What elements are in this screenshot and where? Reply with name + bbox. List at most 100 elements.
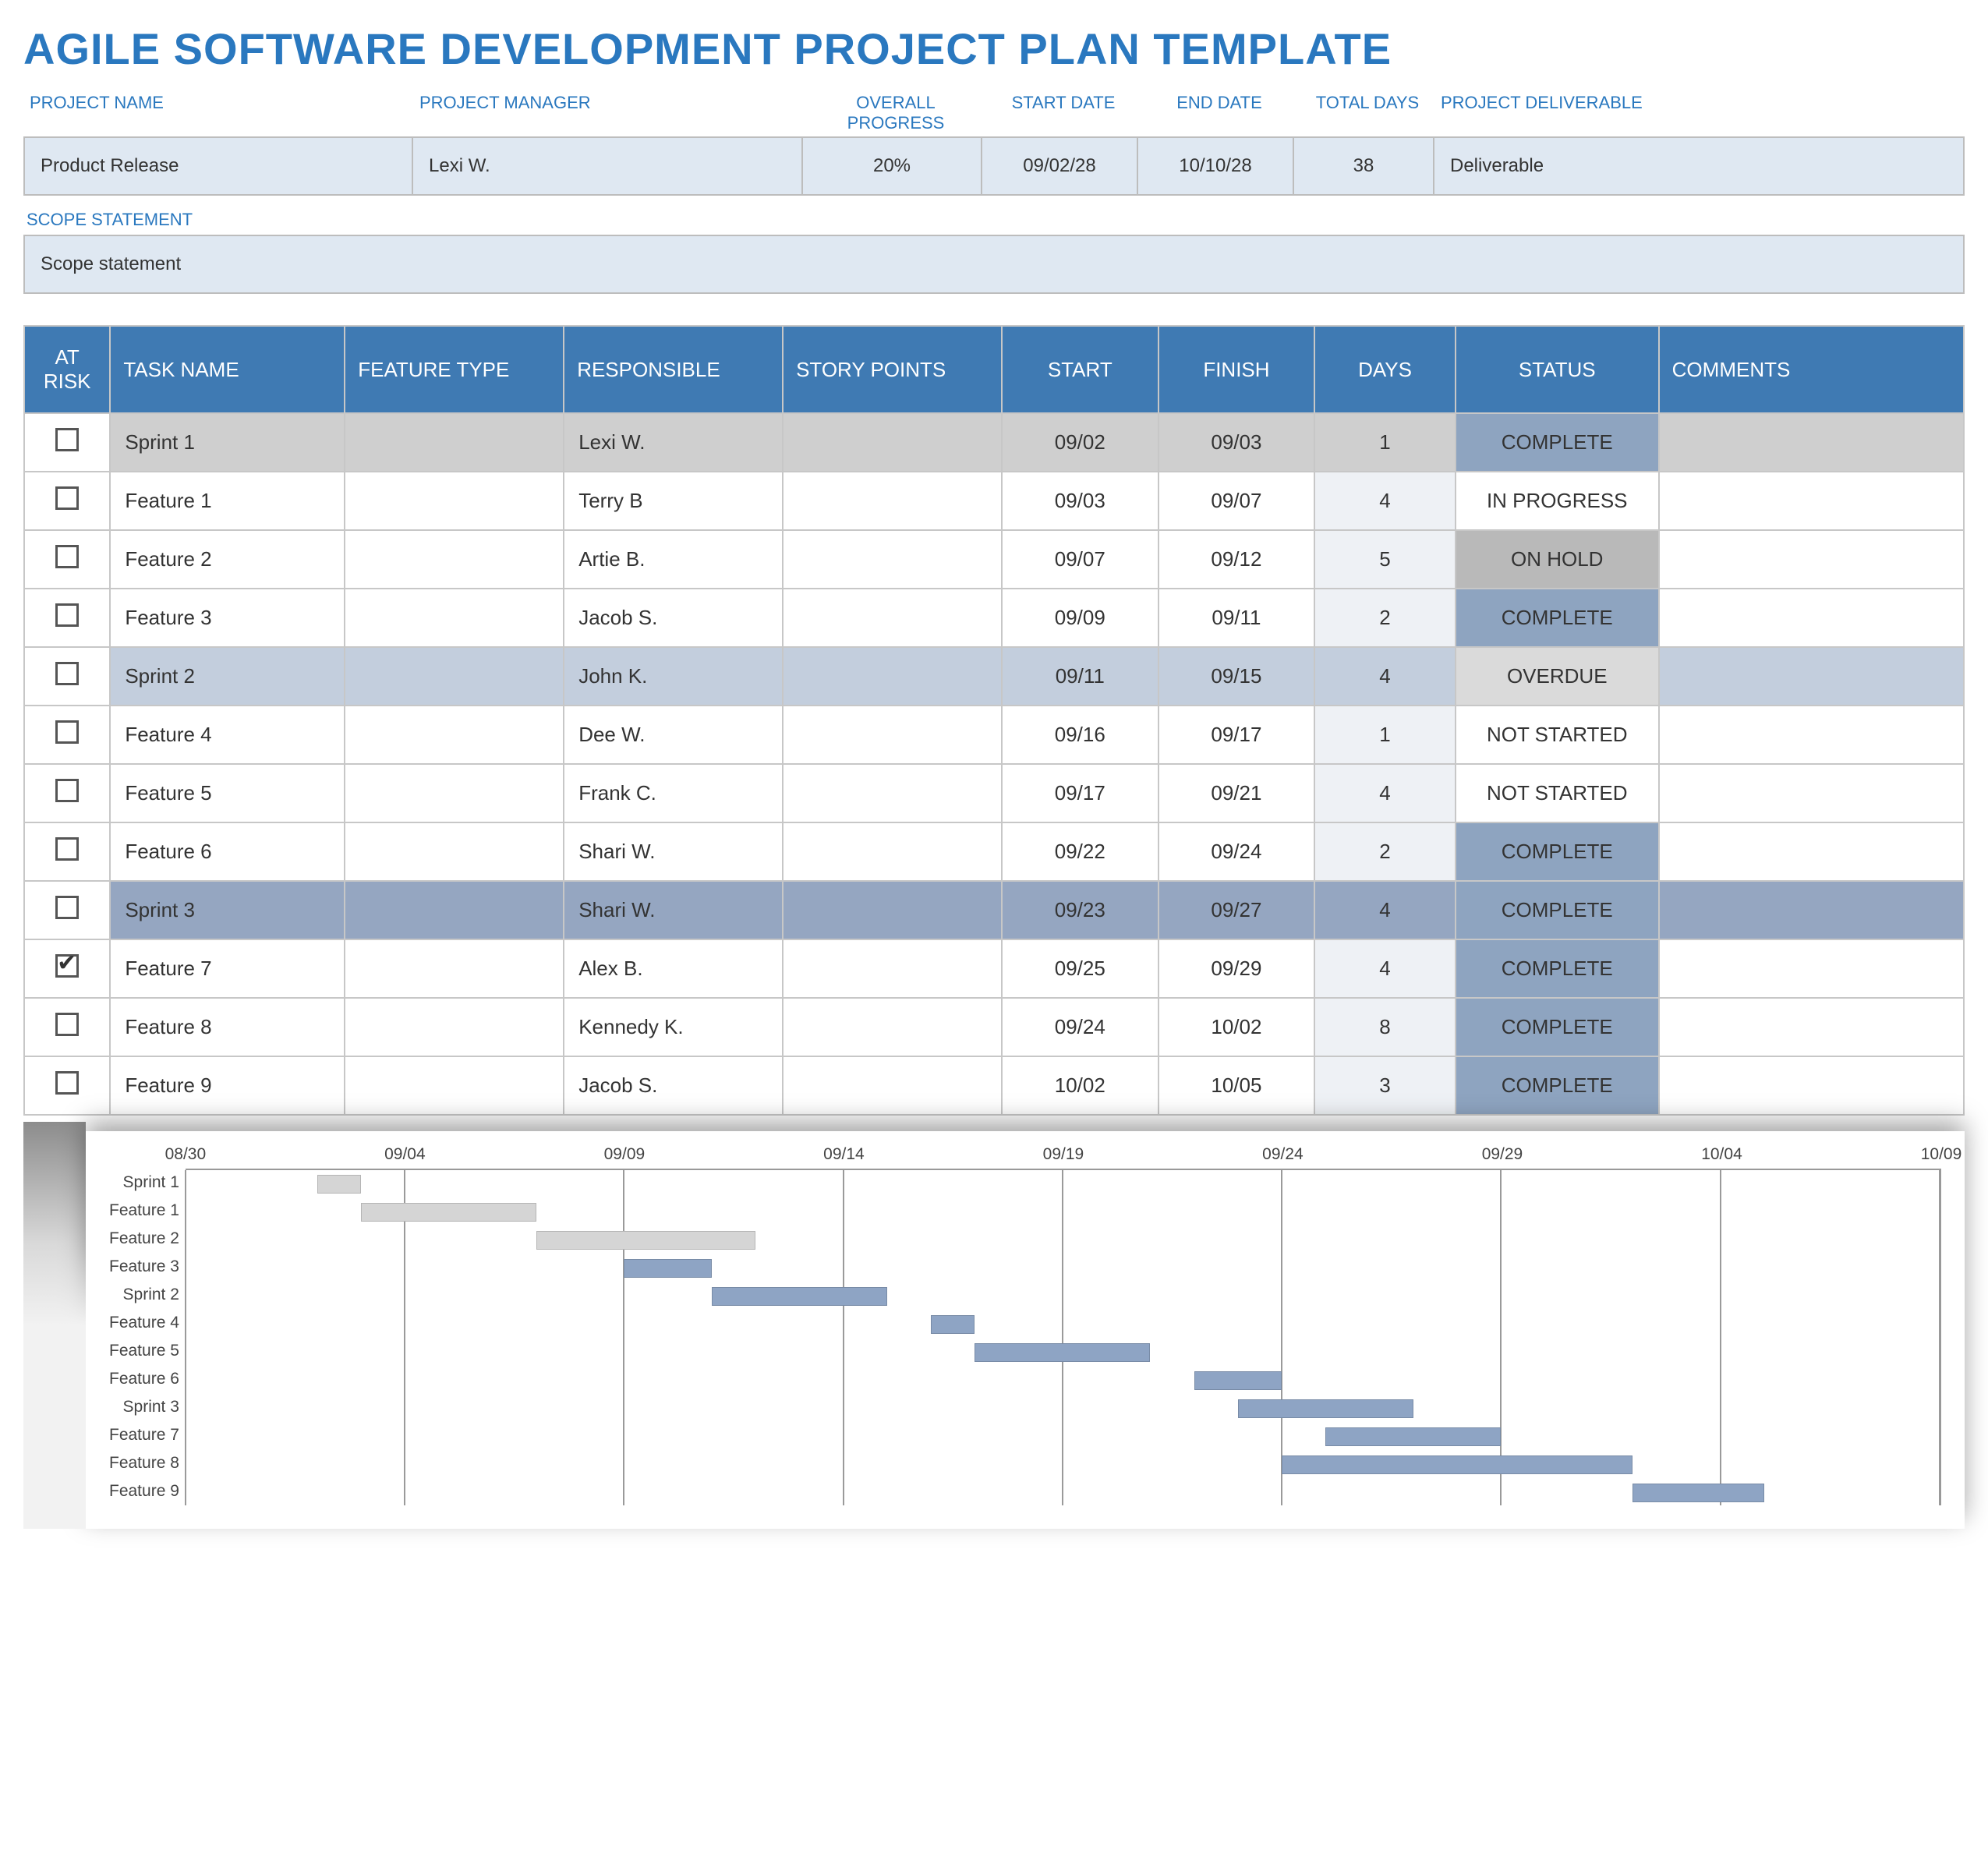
at-risk-checkbox[interactable] [55,603,79,627]
cell-comments[interactable] [1659,589,1964,647]
cell-start[interactable]: 09/24 [1002,998,1158,1056]
at-risk-checkbox[interactable] [55,662,79,685]
cell-task_name[interactable]: Feature 5 [110,764,345,822]
gantt-bar[interactable] [624,1259,712,1278]
value-scope-statement[interactable]: Scope statement [23,235,1965,294]
cell-at_risk[interactable] [24,881,110,939]
cell-comments[interactable] [1659,413,1964,472]
cell-comments[interactable] [1659,706,1964,764]
cell-start[interactable]: 09/23 [1002,881,1158,939]
cell-comments[interactable] [1659,1056,1964,1115]
cell-at_risk[interactable] [24,822,110,881]
task-row[interactable]: Feature 2Artie B.09/0709/125ON HOLD [24,530,1964,589]
cell-comments[interactable] [1659,998,1964,1056]
cell-comments[interactable] [1659,764,1964,822]
cell-feature_type[interactable] [345,413,564,472]
cell-comments[interactable] [1659,939,1964,998]
cell-status[interactable]: COMPLETE [1456,939,1659,998]
cell-comments[interactable] [1659,472,1964,530]
cell-status[interactable]: COMPLETE [1456,998,1659,1056]
cell-story_points[interactable] [783,589,1002,647]
cell-start[interactable]: 09/09 [1002,589,1158,647]
task-row[interactable]: Sprint 3Shari W.09/2309/274COMPLETE [24,881,1964,939]
gantt-bar[interactable] [317,1175,361,1194]
cell-start[interactable]: 09/25 [1002,939,1158,998]
cell-feature_type[interactable] [345,939,564,998]
cell-feature_type[interactable] [345,530,564,589]
cell-story_points[interactable] [783,647,1002,706]
cell-finish[interactable]: 09/24 [1158,822,1315,881]
cell-finish[interactable]: 10/05 [1158,1056,1315,1115]
cell-finish[interactable]: 09/17 [1158,706,1315,764]
cell-story_points[interactable] [783,764,1002,822]
cell-start[interactable]: 09/07 [1002,530,1158,589]
at-risk-checkbox[interactable] [55,896,79,919]
task-row[interactable]: Feature 9Jacob S.10/0210/053COMPLETE [24,1056,1964,1115]
gantt-bar[interactable] [1194,1371,1282,1390]
cell-story_points[interactable] [783,530,1002,589]
at-risk-checkbox[interactable] [55,779,79,802]
cell-feature_type[interactable] [345,881,564,939]
cell-responsible[interactable]: John K. [564,647,783,706]
gantt-bar[interactable] [1325,1427,1501,1446]
cell-task_name[interactable]: Feature 1 [110,472,345,530]
cell-status[interactable]: COMPLETE [1456,589,1659,647]
cell-responsible[interactable]: Terry B [564,472,783,530]
at-risk-checkbox[interactable] [55,720,79,744]
gantt-bar[interactable] [975,1343,1150,1362]
cell-finish[interactable]: 09/21 [1158,764,1315,822]
task-row[interactable]: Feature 6Shari W.09/2209/242COMPLETE [24,822,1964,881]
cell-finish[interactable]: 09/12 [1158,530,1315,589]
gantt-bar[interactable] [536,1231,755,1250]
value-project-manager[interactable]: Lexi W. [413,138,803,194]
value-end-date[interactable]: 10/10/28 [1138,138,1294,194]
task-row[interactable]: Feature 7Alex B.09/2509/294COMPLETE [24,939,1964,998]
cell-story_points[interactable] [783,939,1002,998]
cell-task_name[interactable]: Feature 8 [110,998,345,1056]
gantt-bar[interactable] [1238,1399,1413,1418]
cell-responsible[interactable]: Artie B. [564,530,783,589]
at-risk-checkbox[interactable] [55,1071,79,1095]
cell-feature_type[interactable] [345,472,564,530]
cell-responsible[interactable]: Shari W. [564,881,783,939]
cell-at_risk[interactable] [24,647,110,706]
value-project-name[interactable]: Product Release [23,138,413,194]
cell-story_points[interactable] [783,706,1002,764]
gantt-bar[interactable] [361,1203,536,1222]
at-risk-checkbox[interactable] [55,1013,79,1036]
cell-start[interactable]: 10/02 [1002,1056,1158,1115]
cell-responsible[interactable]: Alex B. [564,939,783,998]
cell-feature_type[interactable] [345,764,564,822]
cell-comments[interactable] [1659,647,1964,706]
gantt-bar[interactable] [931,1315,975,1334]
at-risk-checkbox[interactable] [55,486,79,510]
task-row[interactable]: Sprint 1Lexi W.09/0209/031COMPLETE [24,413,1964,472]
cell-finish[interactable]: 09/03 [1158,413,1315,472]
cell-story_points[interactable] [783,881,1002,939]
task-row[interactable]: Feature 8Kennedy K.09/2410/028COMPLETE [24,998,1964,1056]
cell-at_risk[interactable] [24,939,110,998]
task-row[interactable]: Feature 3Jacob S.09/0909/112COMPLETE [24,589,1964,647]
value-project-deliverable[interactable]: Deliverable [1434,138,1965,194]
cell-responsible[interactable]: Jacob S. [564,589,783,647]
cell-task_name[interactable]: Feature 3 [110,589,345,647]
cell-finish[interactable]: 09/27 [1158,881,1315,939]
cell-task_name[interactable]: Feature 4 [110,706,345,764]
cell-story_points[interactable] [783,822,1002,881]
cell-start[interactable]: 09/11 [1002,647,1158,706]
cell-status[interactable]: COMPLETE [1456,881,1659,939]
cell-at_risk[interactable] [24,706,110,764]
cell-finish[interactable]: 09/11 [1158,589,1315,647]
cell-task_name[interactable]: Sprint 2 [110,647,345,706]
cell-task_name[interactable]: Feature 2 [110,530,345,589]
cell-responsible[interactable]: Frank C. [564,764,783,822]
cell-at_risk[interactable] [24,1056,110,1115]
cell-story_points[interactable] [783,998,1002,1056]
cell-task_name[interactable]: Sprint 3 [110,881,345,939]
cell-responsible[interactable]: Kennedy K. [564,998,783,1056]
cell-task_name[interactable]: Feature 6 [110,822,345,881]
cell-responsible[interactable]: Lexi W. [564,413,783,472]
cell-task_name[interactable]: Feature 7 [110,939,345,998]
cell-start[interactable]: 09/03 [1002,472,1158,530]
cell-at_risk[interactable] [24,530,110,589]
